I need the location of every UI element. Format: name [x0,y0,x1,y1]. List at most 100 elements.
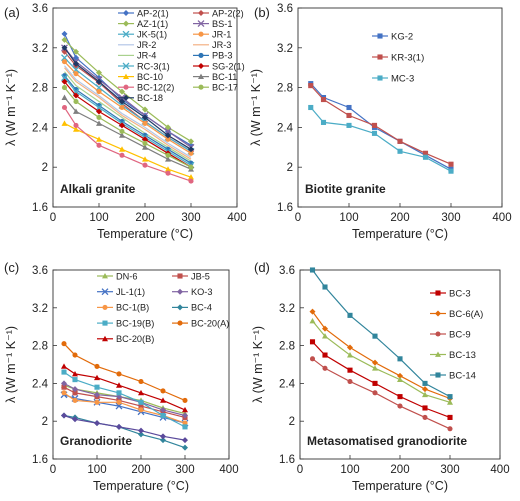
legend-label: BC-1(B) [116,303,149,313]
y-tick-label: 3.2 [32,303,48,315]
data-point [61,44,68,51]
data-point [119,98,125,105]
legend-item: BC-9 [430,329,471,340]
legend-label: BC-9 [449,329,471,340]
data-point [119,128,125,134]
x-tick-label: 0 [50,464,56,476]
data-point [119,152,125,158]
legend-swatch-marker [435,290,441,296]
data-point [182,424,188,430]
x-tick-label: 100 [87,464,106,476]
legend-item: MC-3 [372,73,414,84]
y-tick-label: 1.6 [279,454,295,466]
data-point [308,104,314,111]
data-point [96,114,102,120]
legend-swatch-marker [198,84,204,90]
data-point [119,146,125,152]
data-point [182,412,188,419]
data-point [61,390,67,396]
legend-label: JR-1 [212,30,231,40]
data-point [96,142,102,148]
legend-item: KR-3(1) [372,52,424,63]
x-axis-label: Temperature (°C) [97,227,193,241]
legend: DN-6 JB-5 JL-1(1) KO-3 BC-1(B) BC-4 BC-19(B) BC… [97,271,229,344]
data-point [165,132,171,139]
x-tick-label: 0 [50,212,56,224]
legend-item: KG-2 [372,31,413,42]
data-point [94,384,100,390]
data-point [188,138,194,145]
x-tick-label: 200 [390,464,409,476]
data-point [116,399,122,405]
legend-label: PB-3 [212,51,232,61]
data-point [94,374,100,381]
data-point [142,114,148,121]
data-point [72,390,78,396]
data-point [322,284,328,290]
data-point [309,356,316,362]
series-bc-9 [309,356,453,432]
legend-label: KR-3(1) [391,52,424,63]
data-point [308,83,314,89]
x-axis-label: Temperature (°C) [93,479,189,493]
series-bc-19-b- [61,369,188,430]
legend-item: BC-4 [172,303,212,313]
data-point [61,363,67,369]
data-point [309,308,316,315]
data-point [165,166,171,172]
data-point [165,136,171,142]
data-point [347,367,353,373]
y-axis-label: λ (W m⁻¹ K⁻¹) [4,69,18,146]
data-point [182,397,188,403]
legend: KG-2 KR-3(1) MC-3 [372,31,424,84]
data-point [72,397,78,403]
x-tick-label: 200 [390,212,409,224]
data-point [372,390,378,396]
legend-item: BC-18 [118,93,163,103]
chart-panel-d: 1.6 2 2.4 2.8 3.2 3.6 0 100 200 300 400 Temperature… [251,260,510,493]
data-point [115,402,123,410]
legend-item: JR-3 [193,40,231,50]
legend-item: JR-1 [193,30,231,40]
series-line [312,341,451,418]
legend-swatch-marker [101,288,109,296]
data-point [160,433,166,440]
data-point [73,92,79,99]
series-jr-3 [64,67,192,160]
data-point [165,156,171,162]
data-point [188,146,194,153]
data-point [371,122,378,128]
legend-swatch-marker [177,273,183,279]
legend-label: BS-1 [212,19,232,29]
series-bc-3 [309,339,453,420]
series-line [312,269,451,398]
data-point [73,126,79,132]
data-point [397,148,403,154]
y-tick-label: 2.4 [32,122,49,134]
data-point [94,391,100,398]
series-bc-17 [61,85,194,170]
data-point [320,96,327,103]
y-tick-label: 1.6 [32,454,48,466]
legend-item: BS-1 [193,19,232,29]
legend-swatch-marker [123,20,129,27]
data-point [188,178,194,184]
data-point [309,318,316,324]
data-point [61,341,67,347]
data-point [448,161,454,167]
legend-item: BC-11 [193,72,237,82]
legend-swatch-marker [435,351,441,357]
legend-item: BC-3 [430,288,471,299]
legend-item: BC-13 [430,350,476,361]
legend-swatch-marker [123,10,129,16]
data-point [371,130,378,136]
series-line [312,358,451,430]
data-point [309,267,316,273]
legend-label: BC-19(B) [116,318,154,328]
data-point [372,365,378,371]
data-point [96,136,102,142]
legend: AP-2(1) AP-2(2) AZ-1(1) BS-1 JK-5(1) JR-1 JR-2… [118,8,245,103]
data-point [96,69,102,76]
data-point [61,369,67,375]
legend-swatch-marker [123,94,129,101]
